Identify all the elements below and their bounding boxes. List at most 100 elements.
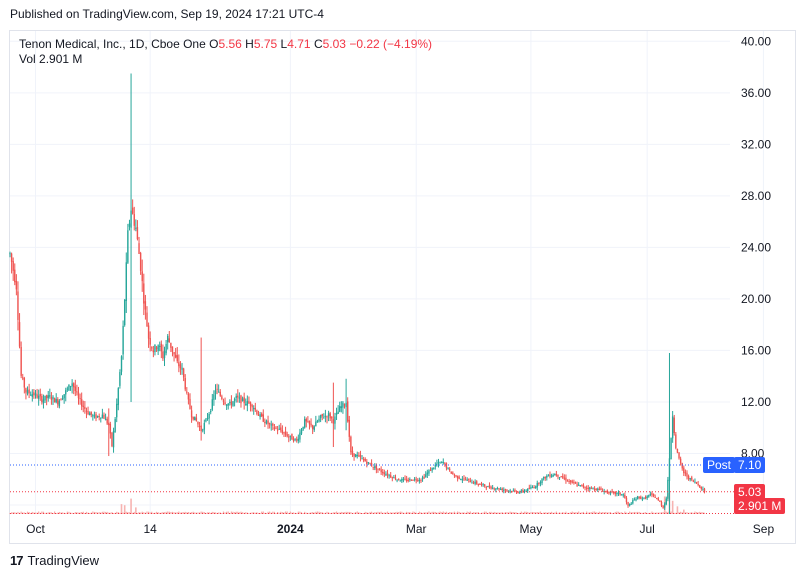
candle-body bbox=[390, 475, 392, 478]
candle-body bbox=[104, 418, 107, 421]
candle-body bbox=[168, 338, 170, 343]
volume-bar bbox=[116, 511, 118, 514]
candle-body bbox=[36, 394, 38, 398]
candle-body bbox=[251, 405, 253, 408]
price-axis: 4.008.0012.0016.0020.0024.0028.0032.0036… bbox=[741, 34, 771, 512]
volume-bar bbox=[383, 512, 385, 514]
candle-body bbox=[318, 418, 320, 422]
volume-bar bbox=[98, 512, 100, 514]
candle-body bbox=[370, 463, 373, 467]
candle-body bbox=[178, 362, 180, 367]
candle-body bbox=[324, 415, 327, 417]
candle-body bbox=[429, 469, 432, 471]
candle-body bbox=[534, 486, 537, 489]
candle-body bbox=[147, 325, 150, 339]
volume-bar bbox=[281, 512, 283, 514]
candle-body bbox=[660, 501, 663, 506]
candle-body bbox=[598, 488, 601, 490]
candle-body bbox=[687, 475, 690, 479]
candle-body bbox=[485, 487, 487, 489]
volume-bar bbox=[638, 511, 640, 514]
candle-body bbox=[663, 503, 666, 508]
candle-body bbox=[233, 398, 236, 401]
volume-bar bbox=[159, 512, 161, 514]
candle-body bbox=[413, 478, 416, 480]
candle-body bbox=[692, 480, 695, 482]
volume-bar bbox=[536, 511, 538, 514]
candle-body bbox=[211, 399, 214, 410]
candle-body bbox=[533, 487, 535, 489]
volume-bar bbox=[565, 511, 567, 514]
candle-body bbox=[643, 497, 645, 499]
candle-body bbox=[334, 416, 336, 424]
volume-bar bbox=[573, 512, 575, 514]
candle-body bbox=[186, 391, 188, 393]
volume-bar bbox=[81, 511, 83, 514]
candle-body bbox=[581, 484, 583, 486]
volume-bar bbox=[699, 511, 701, 514]
candle-body bbox=[20, 346, 22, 376]
candle-body bbox=[82, 405, 84, 407]
volume-bar bbox=[181, 512, 183, 514]
time-tick-label: May bbox=[520, 522, 543, 536]
candle-body bbox=[350, 436, 352, 453]
candle-body bbox=[399, 480, 401, 482]
candle-body bbox=[393, 477, 395, 479]
volume-bar bbox=[574, 512, 577, 514]
candle-body bbox=[49, 395, 51, 397]
candle-body bbox=[558, 477, 561, 479]
volume-bar bbox=[484, 511, 486, 514]
candle-body bbox=[480, 483, 483, 485]
candle-body bbox=[649, 493, 652, 496]
candle-body bbox=[568, 480, 570, 482]
price-tick-label: 8.00 bbox=[741, 446, 765, 460]
volume-bar bbox=[527, 511, 529, 514]
candle-body bbox=[359, 454, 362, 458]
volume-bar bbox=[683, 509, 685, 514]
volume-bar bbox=[482, 512, 484, 514]
volume-bar bbox=[509, 511, 511, 514]
volume-bar bbox=[71, 512, 73, 514]
candle-body bbox=[245, 404, 247, 406]
volume-bar bbox=[218, 512, 220, 514]
candle-body bbox=[284, 431, 287, 435]
candle-body bbox=[283, 432, 285, 434]
volume-bar bbox=[163, 512, 166, 514]
candle-body bbox=[165, 344, 167, 354]
candle-body bbox=[423, 476, 425, 478]
volume-bar bbox=[265, 512, 268, 514]
candle-body bbox=[448, 468, 451, 471]
volume-bar bbox=[58, 511, 60, 514]
candle-body bbox=[44, 395, 46, 401]
volume-bar bbox=[369, 511, 371, 514]
candle-body bbox=[254, 407, 257, 410]
candle-series bbox=[9, 73, 706, 514]
candle-body bbox=[417, 479, 419, 481]
volume-bar bbox=[686, 512, 688, 514]
candle-body bbox=[216, 388, 218, 390]
candle-body bbox=[144, 301, 147, 310]
volume-bar bbox=[407, 512, 409, 514]
candle-body bbox=[92, 415, 94, 417]
candle-body bbox=[39, 393, 41, 397]
tradingview-brand[interactable]: 17 TradingView bbox=[10, 553, 99, 568]
volume-bar bbox=[89, 512, 91, 514]
volume-bar bbox=[302, 512, 304, 514]
volume-bar bbox=[284, 511, 287, 514]
volume-bar bbox=[235, 511, 237, 514]
price-tick-label: 36.00 bbox=[741, 86, 771, 100]
candle-body bbox=[549, 474, 551, 477]
open-value: 5.56 bbox=[218, 37, 242, 51]
candle-body bbox=[437, 461, 440, 464]
volume-bar bbox=[305, 512, 307, 514]
volume-bar bbox=[103, 511, 105, 514]
candle-body bbox=[267, 420, 269, 425]
candle-body bbox=[268, 423, 271, 425]
candle-body bbox=[45, 395, 48, 399]
volume-bar bbox=[278, 512, 280, 514]
candle-body bbox=[225, 404, 228, 406]
candle-body bbox=[458, 477, 460, 479]
candle-body bbox=[605, 490, 607, 492]
candle-body bbox=[638, 496, 640, 498]
